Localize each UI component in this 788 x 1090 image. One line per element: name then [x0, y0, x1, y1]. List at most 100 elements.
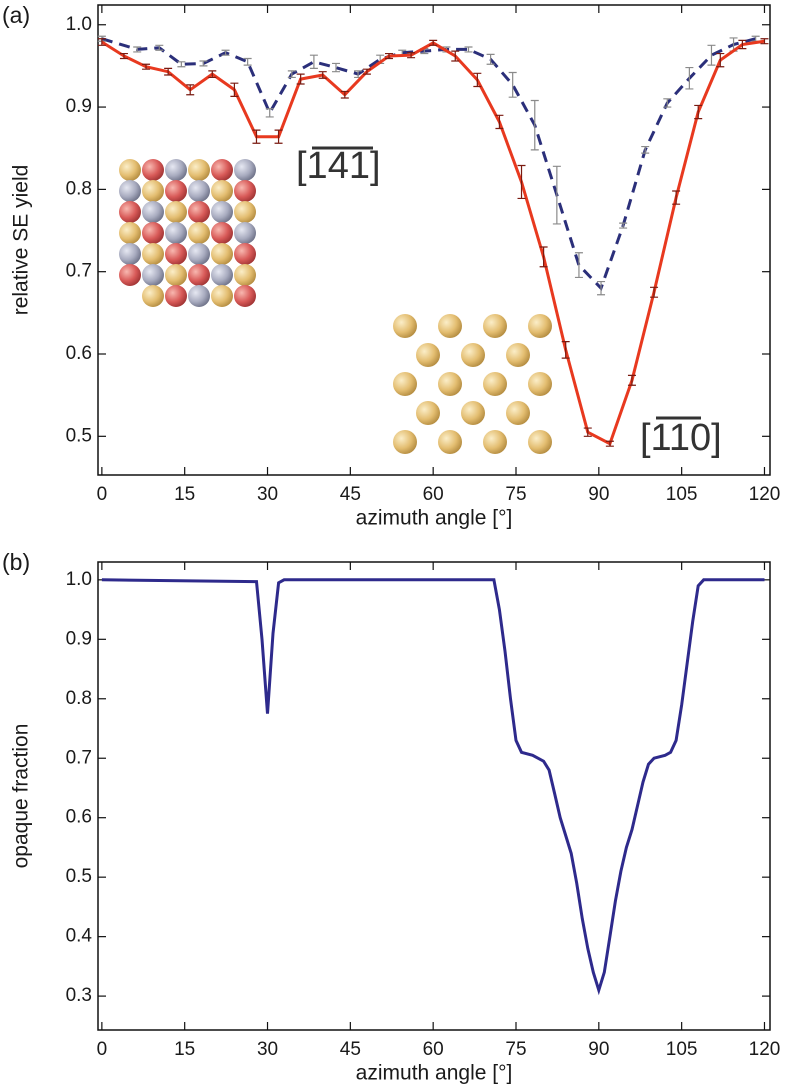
error-bar: [650, 286, 659, 298]
error-bar: [296, 73, 305, 85]
error-bar: [142, 63, 151, 70]
atom: [142, 222, 164, 244]
atom: [165, 201, 187, 223]
y-tick-label: 0.7: [66, 747, 92, 768]
atom: [211, 285, 233, 307]
atom: [506, 343, 530, 367]
x-tick-label: 15: [174, 1039, 195, 1060]
error-bar: [574, 252, 583, 279]
x-tick-label: 90: [588, 484, 609, 505]
atom: [119, 159, 141, 181]
y-tick-label: 0.8: [66, 688, 92, 709]
error-bar: [331, 62, 340, 73]
error-bar: [760, 38, 769, 45]
atom: [188, 264, 210, 286]
y-tick-label: 1.0: [66, 14, 92, 35]
y-tick-label: 1.0: [66, 569, 92, 590]
error-bar: [663, 98, 672, 108]
atom: [416, 343, 440, 367]
x-axis-label: azimuth angle [°]: [356, 507, 513, 530]
x-tick-label: 75: [505, 484, 526, 505]
error-bar: [517, 164, 526, 200]
atom: [165, 180, 187, 202]
error-bar: [309, 54, 318, 69]
atom: [393, 372, 417, 396]
x-tick-label: 120: [749, 484, 781, 505]
y-tick-label: 0.5: [66, 866, 92, 887]
error-bar: [318, 71, 327, 79]
x-tick-label: 120: [749, 1039, 781, 1060]
x-tick-label: 75: [505, 1039, 526, 1060]
x-tick-label: 30: [257, 1039, 278, 1060]
error-bar: [685, 66, 694, 90]
x-axis-label: azimuth angle [°]: [356, 1062, 513, 1085]
error-bar: [508, 71, 517, 98]
error-bar: [597, 280, 606, 296]
plot-frame: [97, 561, 771, 1031]
error-bar: [287, 70, 296, 79]
atom: [188, 222, 210, 244]
atom: [211, 159, 233, 181]
error-bar: [274, 129, 283, 144]
atom: [234, 264, 256, 286]
x-tick-label: 30: [257, 484, 278, 505]
error-bar: [495, 114, 504, 130]
atom: [142, 285, 164, 307]
error-bar: [707, 44, 716, 66]
atom: [483, 314, 507, 338]
atom: [211, 222, 233, 244]
atom: [461, 401, 485, 425]
atom: [506, 401, 530, 425]
error-bar: [186, 84, 195, 96]
error-bar: [429, 39, 438, 46]
atom: [234, 243, 256, 265]
y-axis-label: opaque fraction: [10, 724, 33, 869]
atom: [142, 159, 164, 181]
panel-label: (a): [2, 2, 30, 28]
atom: [188, 159, 210, 181]
plot-frame: [97, 4, 771, 476]
error-bar: [451, 50, 460, 62]
atom: [119, 243, 141, 265]
error-bar: [619, 222, 628, 229]
error-bar: [221, 49, 230, 56]
error-bar: [199, 60, 208, 67]
x-tick-label: 90: [588, 1039, 609, 1060]
atom: [142, 180, 164, 202]
error-bar: [530, 99, 539, 151]
atom: [188, 285, 210, 307]
annotation: [110]: [640, 417, 722, 459]
error-bar: [230, 82, 239, 97]
atom: [188, 201, 210, 223]
error-bar: [738, 39, 747, 50]
atom: [438, 430, 462, 454]
error-bar: [583, 427, 592, 437]
atom: [528, 314, 552, 338]
atom: [416, 401, 440, 425]
atom: [142, 243, 164, 265]
x-tick-label: 0: [97, 1039, 108, 1060]
atom: [211, 180, 233, 202]
atom: [211, 243, 233, 265]
atom: [483, 372, 507, 396]
y-axis-label: relative SE yield: [10, 165, 33, 316]
error-bar: [694, 104, 703, 120]
error-bar: [716, 52, 725, 68]
atom: [165, 285, 187, 307]
atom: [234, 201, 256, 223]
y-tick-label: 0.7: [66, 261, 92, 282]
atom: [119, 264, 141, 286]
error-bar: [641, 145, 650, 154]
error-bar: [340, 90, 349, 99]
error-bar: [133, 46, 142, 53]
error-bar: [627, 374, 636, 386]
atom: [165, 159, 187, 181]
atom: [461, 343, 485, 367]
error-bar: [384, 52, 393, 60]
y-tick-label: 0.3: [66, 985, 92, 1006]
atom: [438, 314, 462, 338]
atom: [234, 159, 256, 181]
error-bar: [177, 61, 186, 68]
error-bar: [672, 190, 681, 205]
error-bar: [473, 72, 482, 88]
